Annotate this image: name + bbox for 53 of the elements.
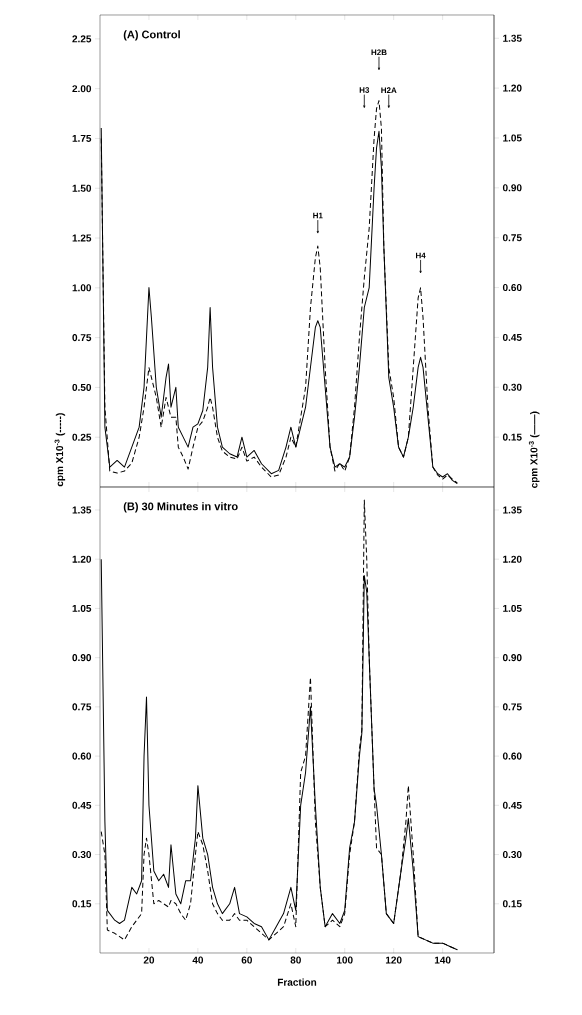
y-tick-label: 0.25 [72,433,92,441]
annotation: (B) 30 Minutes in vitro [123,502,238,513]
x-tick-label: 40 [192,956,204,964]
y-tick-label: 1.20 [72,555,92,563]
y-tick-label: 1.75 [72,134,92,142]
y2-tick-label: 0.90 [502,654,522,662]
y-tick-label: 1.05 [72,604,92,612]
y-tick-label: 1.25 [72,234,92,242]
y2-tick-label: 0.60 [502,752,522,760]
x-axis-title: Fraction [277,978,317,986]
y2-tick-label: 0.75 [502,703,522,711]
y-axis-title: cpm X10$^{-3}$ (-----) [54,413,66,487]
y2-axis-title: cpm X10$^{-3}$ (——) [528,411,540,488]
y-tick-label: 0.30 [72,851,92,859]
annotation: H4 [416,252,426,259]
y-tick-label: 1.00 [72,284,92,292]
y-tick-label: 0.75 [72,334,92,342]
y2-tick-label: 0.30 [502,851,522,859]
y2-tick-label: 1.20 [503,84,522,92]
y2-tick-label: 0.15 [502,433,522,441]
y2-tick-label: 0.15 [502,900,522,908]
y-tick-label: 0.75 [72,703,92,711]
y-tick-label: 0.60 [72,752,92,760]
annotation: H2B [371,49,387,56]
annotation: (A) Control [123,30,180,41]
x-tick-label: 120 [385,956,402,964]
y2-tick-label: 1.05 [503,134,522,142]
y2-tick-label: 1.35 [503,34,522,42]
y2-tick-label: 0.90 [502,184,522,192]
y2-tick-label: 1.35 [503,506,522,514]
y2-tick-label: 0.60 [502,284,522,292]
x-tick-label: 20 [143,956,155,964]
y2-tick-label: 0.75 [502,234,522,242]
y-tick-label: 2.00 [72,85,92,93]
x-tick-label: 140 [434,956,451,964]
y2-tick-label: 0.45 [502,333,522,341]
annotation: H2A [381,87,397,93]
y2-tick-label: 1.05 [503,604,522,612]
y-tick-label: 0.15 [72,900,92,908]
annotation: H3 [359,87,370,93]
y-tick-label: 0.90 [72,654,92,662]
y2-tick-label: 1.20 [503,555,522,563]
y-tick-label: 2.25 [72,35,92,43]
y-tick-label: 0.45 [72,801,92,809]
y-tick-label: 0.50 [72,383,92,391]
y2-tick-label: 0.30 [502,383,522,391]
y-tick-label: 1.35 [72,506,92,514]
y-tick-label: 1.50 [72,184,92,192]
x-tick-label: 80 [290,956,301,964]
x-tick-label: 60 [241,956,252,964]
x-tick-label: 100 [337,956,353,964]
annotation: H1 [313,212,323,219]
y2-tick-label: 0.45 [502,801,522,809]
